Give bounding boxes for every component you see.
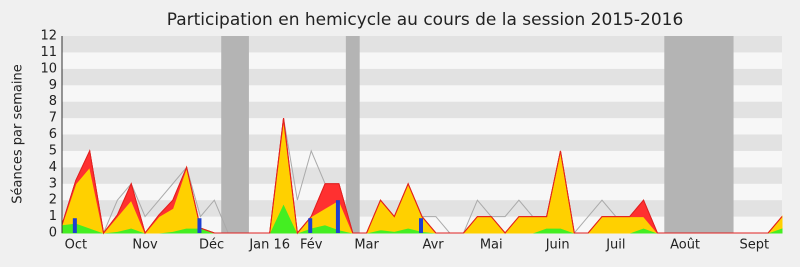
- x-tick-label: Mar: [354, 238, 379, 253]
- x-tick-label: Fév: [300, 238, 323, 253]
- y-tick-label: 6: [49, 127, 57, 142]
- y-tick-label: 9: [49, 78, 57, 93]
- holiday-band: [221, 36, 249, 233]
- y-tick-label: 12: [40, 29, 57, 44]
- bar: [335, 200, 340, 233]
- y-tick-label: 7: [49, 111, 57, 126]
- x-tick-label: Mai: [480, 238, 503, 253]
- bar: [419, 218, 423, 233]
- bar: [72, 218, 77, 233]
- x-tick-label: Avr: [422, 238, 444, 253]
- x-tick-label: Sept: [740, 238, 770, 253]
- y-tick-label: 4: [49, 160, 57, 175]
- y-tick-label: 0: [49, 226, 57, 241]
- total-outline: [61, 118, 783, 235]
- bar: [308, 218, 313, 233]
- holiday-band: [345, 36, 360, 233]
- x-tick-label: Août: [670, 238, 700, 253]
- y-tick-label: 11: [40, 45, 57, 60]
- x-tick-label: Déc: [199, 238, 224, 253]
- x-tick-label: Juin: [545, 238, 570, 253]
- y-axis-label: Séances par semaine: [11, 64, 26, 203]
- y-tick-label: 5: [49, 143, 57, 158]
- y-tick-label: 2: [49, 193, 57, 208]
- y-tick-label: 10: [40, 61, 57, 76]
- x-tick-label: Jan 16: [248, 238, 290, 253]
- y-tick-label: 8: [49, 94, 57, 109]
- bar: [197, 218, 202, 233]
- x-tick-label: Nov: [132, 238, 158, 253]
- x-tick-label: Oct: [65, 238, 87, 253]
- chart-title: Participation en hemicycle au cours de l…: [167, 10, 684, 30]
- y-tick-label: 3: [49, 176, 57, 191]
- x-tick-label: Juil: [605, 238, 625, 253]
- holiday-band: [664, 36, 734, 233]
- y-tick-label: 1: [49, 209, 57, 224]
